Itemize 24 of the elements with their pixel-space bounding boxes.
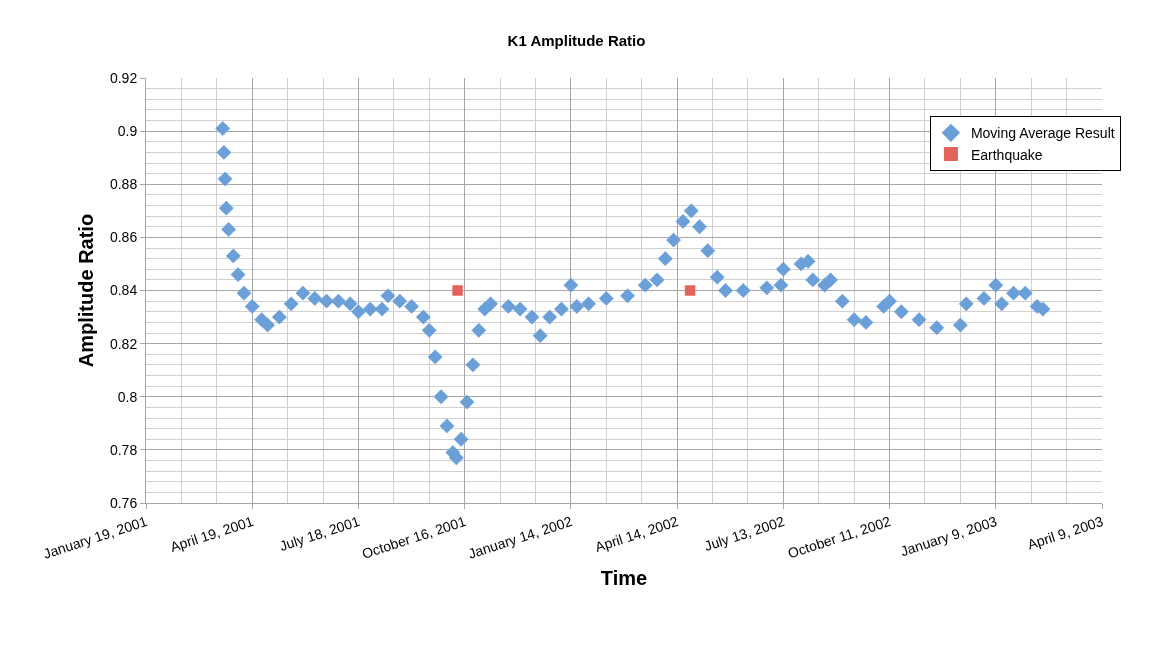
- y-tick-label: 0.78: [109, 441, 138, 458]
- x-tick-label: October 11, 2002: [785, 513, 893, 562]
- y-tick-label: 0.76: [109, 494, 138, 511]
- x-tick-label: January 9, 2003: [898, 513, 1000, 560]
- y-tick-label: 0.9: [117, 123, 138, 140]
- x-tick-label: July 13, 2002: [702, 513, 787, 555]
- x-tick-label: April 19, 2001: [168, 513, 256, 556]
- x-tick-label: April 14, 2002: [593, 513, 681, 556]
- x-tick-label: October 16, 2001: [359, 513, 468, 562]
- y-tick-label: 0.88: [109, 176, 138, 193]
- y-tick-label: 0.86: [109, 229, 138, 246]
- x-axis-title: Time: [600, 567, 648, 590]
- x-tick-label: January 19, 2001: [41, 513, 150, 562]
- y-tick-label: 0.82: [109, 335, 138, 352]
- y-tick-label: 0.8: [117, 388, 138, 405]
- x-tick-label: January 14, 2002: [466, 513, 575, 562]
- legend-label: Earthquake: [970, 146, 1043, 163]
- y-tick-label: 0.92: [109, 69, 138, 86]
- x-tick-label: July 18, 2001: [277, 513, 362, 555]
- y-tick-label: 0.84: [109, 282, 138, 299]
- legend-label: Moving Average Result: [970, 125, 1115, 142]
- chart-title: K1 Amplitude Ratio: [507, 32, 646, 50]
- x-tick-label: April 9, 2003: [1025, 513, 1106, 553]
- y-axis-title: Amplitude Ratio: [75, 213, 98, 368]
